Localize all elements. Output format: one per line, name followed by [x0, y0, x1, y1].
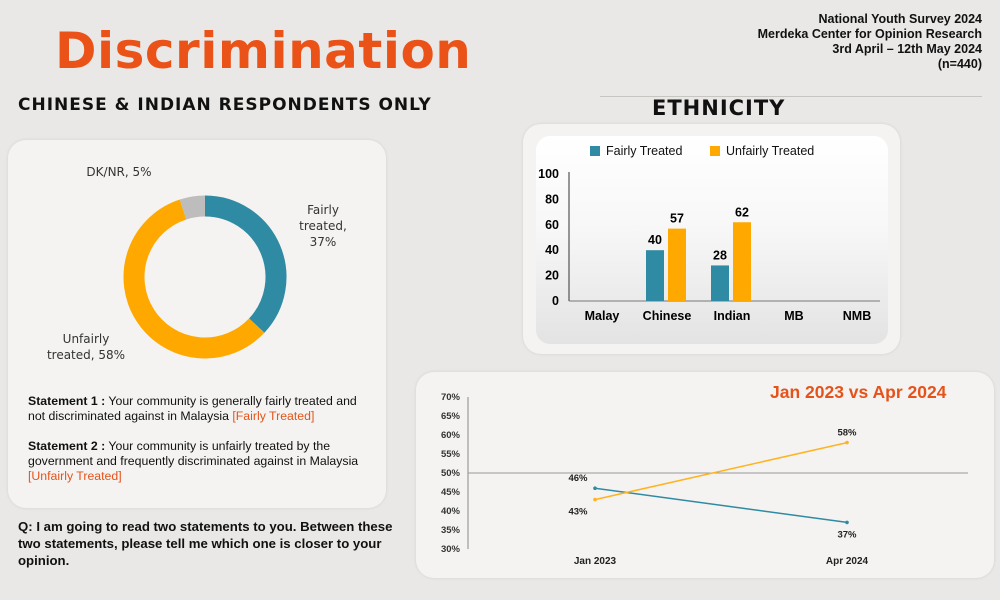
donut-label-fairly-treated: Fairly treated, 37%	[299, 203, 347, 249]
bar-x-tick-label: MB	[784, 309, 803, 323]
donut-label-line: treated, 58%	[47, 348, 125, 362]
statement-2: Statement 2 : Your community is unfairly…	[28, 439, 368, 484]
line-y-tick-label: 45%	[441, 487, 461, 498]
legend-swatch-fair	[590, 146, 600, 156]
line-data-label: 46%	[568, 473, 588, 484]
donut-chart: Fairly treated, 37% Unfairly treated, 58% DK/…	[47, 165, 347, 362]
line-y-tick-label: 35%	[441, 525, 461, 536]
ethnicity-heading: ETHNICITY	[652, 96, 786, 120]
donut-label-line: treated,	[299, 219, 347, 233]
line-data-label: 43%	[568, 507, 588, 518]
bar-indian-unfair	[733, 222, 751, 301]
bar-y-tick-label: 20	[545, 269, 559, 283]
bar-x-tick-label: Chinese	[643, 309, 692, 323]
survey-organisation: Merdeka Center for Opinion Research	[757, 27, 982, 41]
trend-title: Jan 2023 vs Apr 2024	[770, 382, 947, 402]
donut-label-line: 37%	[310, 235, 337, 249]
line-y-tick-label: 40%	[441, 506, 461, 517]
survey-sample-size: (n=440)	[937, 57, 982, 71]
line-x-tick-label: Apr 2024	[826, 556, 869, 567]
line-point	[593, 486, 597, 491]
line-data-label: 58%	[837, 428, 857, 439]
statement-2-text: Your community is unfairly treated by th…	[28, 439, 359, 468]
donut-label-unfairly-treated: Unfairly treated, 58%	[47, 332, 125, 362]
line-y-tick-label: 60%	[441, 430, 461, 441]
bar-x-tick-label: Indian	[714, 309, 751, 323]
line-y-tick-label: 50%	[441, 468, 461, 479]
line-data-label: 37%	[837, 529, 857, 540]
donut-slice-dk-nr	[179, 195, 206, 220]
bar-y-tick-label: 0	[552, 294, 559, 308]
bar-chart-panel	[536, 136, 888, 344]
donut-slice-fairly-treated	[204, 195, 287, 333]
section-subtitle: CHINESE & INDIAN RESPONDENTS ONLY	[18, 95, 432, 115]
statement-1-label: Statement 1 :	[28, 394, 106, 408]
bar-x-tick-label: Malay	[585, 309, 620, 323]
survey-dates: 3rd April – 12th May 2024	[832, 42, 982, 56]
line-y-tick-label: 30%	[441, 544, 461, 555]
statement-2-tag: [Unfairly Treated]	[28, 469, 122, 483]
bar-y-tick-label: 60	[545, 218, 559, 232]
statement-1-text: Your community is generally fairly treat…	[28, 394, 357, 423]
line-y-tick-label: 65%	[441, 411, 461, 422]
bar-y-tick-label: 80	[545, 192, 559, 206]
donut-label-line: Fairly	[307, 203, 339, 217]
bar-chinese-fair	[646, 250, 664, 301]
bar-chinese-unfair	[668, 228, 686, 301]
survey-question: Q: I am going to read two statements to …	[18, 519, 393, 568]
donut-label-line: DK/NR, 5%	[86, 165, 151, 179]
statement-1-tag: [Fairly Treated]	[232, 409, 315, 423]
bar-data-label: 57	[670, 212, 684, 226]
line-series-unfair	[594, 441, 848, 501]
bar-data-label: 40	[648, 233, 662, 247]
bar-y-tick-label: 100	[538, 167, 559, 181]
legend-label-unfair: Unfairly Treated	[726, 144, 815, 158]
survey-info: National Youth Survey 2024 Merdeka Cente…	[758, 12, 982, 72]
legend-fairly-treated: Fairly Treated	[590, 144, 682, 158]
line-series-fair	[594, 487, 848, 524]
survey-name: National Youth Survey 2024	[818, 12, 982, 26]
statement-2-label: Statement 2 :	[28, 439, 106, 453]
line-y-tick-label: 70%	[441, 392, 461, 403]
bar-x-tick-label: NMB	[843, 309, 871, 323]
bar-indian-fair	[711, 265, 729, 301]
bar-data-label: 62	[735, 205, 749, 219]
page-title: Discrimination	[55, 22, 472, 80]
line-point	[845, 520, 849, 525]
bar-y-tick-label: 40	[545, 243, 559, 257]
legend-swatch-unfair	[710, 146, 720, 156]
statement-1: Statement 1 : Your community is generall…	[28, 394, 368, 424]
legend-unfairly-treated: Unfairly Treated	[710, 144, 814, 158]
donut-label-dk-nr: DK/NR, 5%	[86, 165, 151, 179]
line-point	[593, 497, 597, 502]
legend-label-fair: Fairly Treated	[606, 144, 683, 158]
header-divider	[600, 96, 982, 97]
donut-slice-unfairly-treated	[123, 199, 265, 359]
donut-label-line: Unfairly	[63, 332, 110, 346]
line-y-tick-label: 55%	[441, 449, 461, 460]
line-x-tick-label: Jan 2023	[574, 556, 617, 567]
line-point	[845, 440, 849, 445]
bar-data-label: 28	[713, 248, 727, 262]
